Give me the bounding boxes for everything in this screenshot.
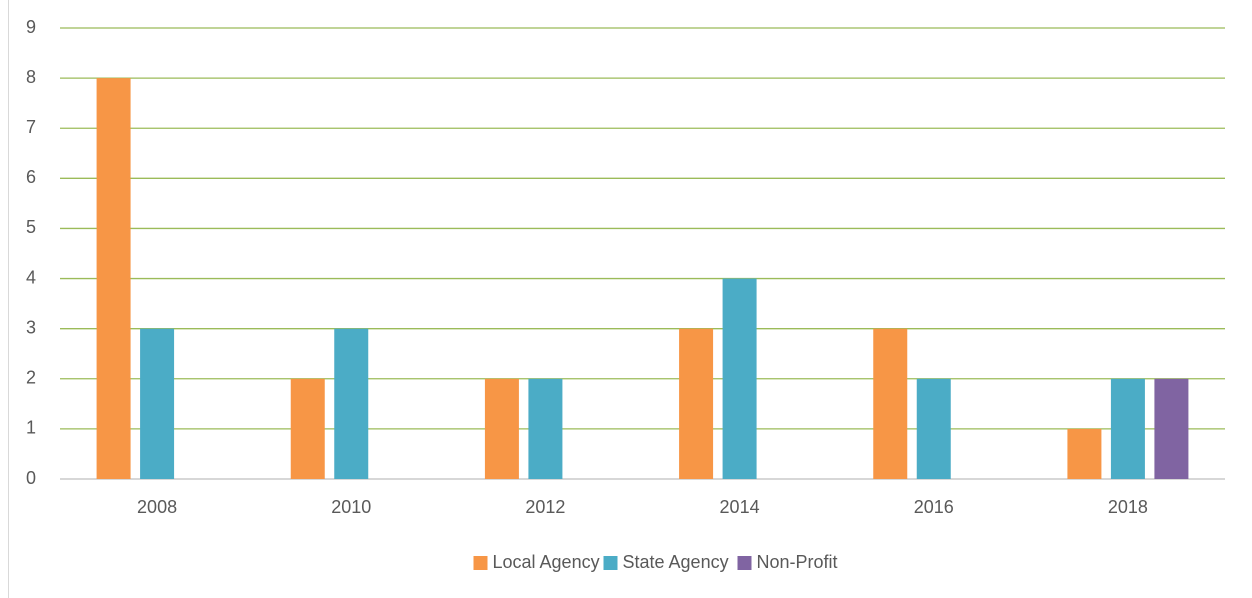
- bar: [484, 378, 519, 479]
- x-tick-label: 2010: [331, 497, 371, 517]
- y-tick-label: 7: [26, 117, 36, 137]
- x-tick-label: 2018: [1108, 497, 1148, 517]
- x-tick-label: 2014: [720, 497, 760, 517]
- x-tick-label: 2008: [137, 497, 177, 517]
- y-tick-label: 3: [26, 317, 36, 337]
- legend-label: State Agency: [623, 552, 729, 572]
- y-tick-label: 0: [26, 468, 36, 488]
- bar: [916, 378, 951, 479]
- bar: [722, 278, 757, 479]
- y-tick-label: 1: [26, 418, 36, 438]
- bar: [1154, 378, 1189, 479]
- legend-swatch: [473, 556, 488, 570]
- bar: [1067, 428, 1102, 479]
- y-tick-label: 8: [26, 67, 36, 87]
- bar: [679, 328, 714, 479]
- y-tick-label: 6: [26, 167, 36, 187]
- y-tick-label: 5: [26, 217, 36, 237]
- bar: [140, 328, 175, 479]
- legend-swatch: [737, 556, 752, 570]
- legend-label: Local Agency: [493, 552, 600, 572]
- bar: [1110, 378, 1145, 479]
- legend-label: Non-Profit: [757, 552, 838, 572]
- bar: [96, 78, 131, 479]
- x-tick-label: 2016: [914, 497, 954, 517]
- bar: [290, 378, 325, 479]
- legend-swatch: [603, 556, 618, 570]
- y-tick-label: 2: [26, 368, 36, 388]
- y-tick-label: 4: [26, 267, 36, 287]
- bar: [528, 378, 563, 479]
- x-tick-label: 2012: [525, 497, 565, 517]
- bar: [334, 328, 369, 479]
- y-tick-label: 9: [26, 17, 36, 37]
- bar: [873, 328, 908, 479]
